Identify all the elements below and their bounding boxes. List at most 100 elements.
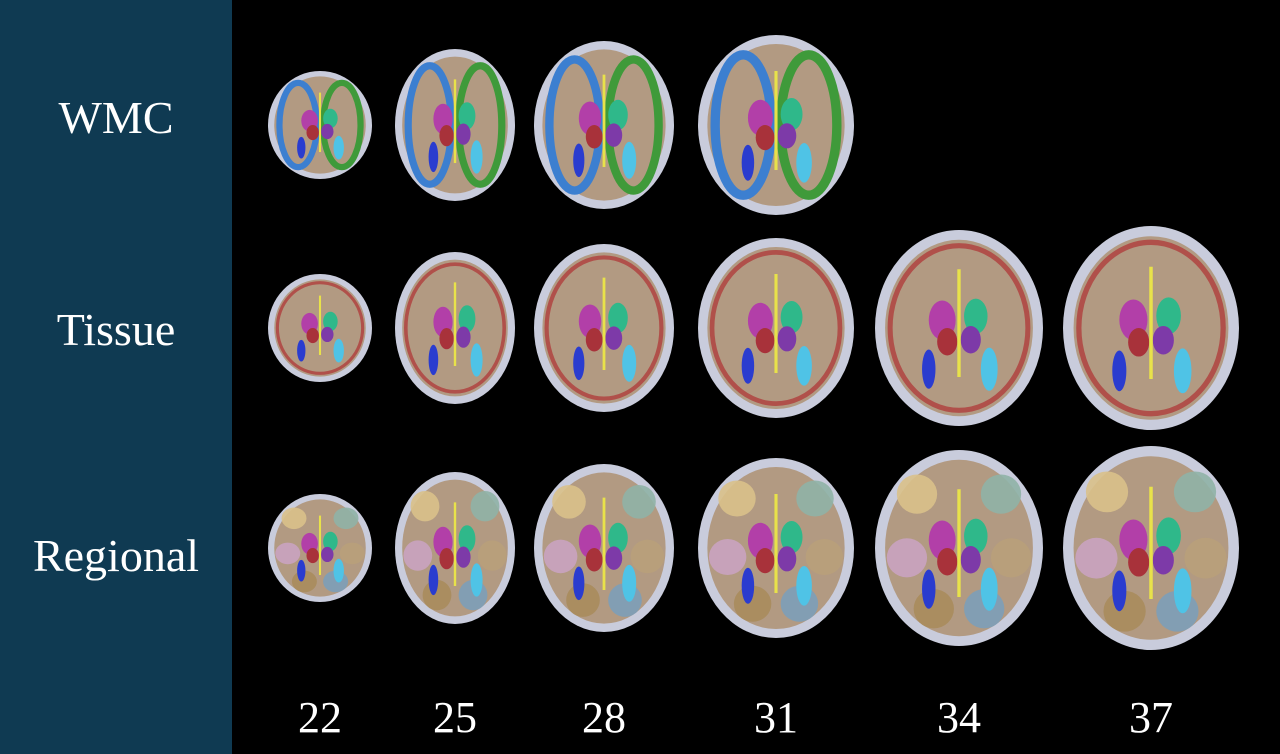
brain-slice-wmc-25: [395, 49, 515, 201]
ventricle-left: [922, 349, 936, 389]
ventricle-right: [1173, 568, 1192, 614]
brain-slice-wmc-28: [534, 41, 674, 209]
brain-slice-regional-34: [875, 450, 1043, 646]
brain-slice-tissue-37: [1063, 226, 1239, 430]
basal-ganglia-right: [323, 531, 338, 552]
ventricle-left: [1112, 350, 1127, 392]
brain-slice-regional-31: [698, 458, 854, 638]
thalamus-left: [439, 125, 454, 147]
row-label-regional: Regional: [32, 530, 200, 581]
thalamus-right: [1152, 325, 1174, 355]
region-patch: [980, 474, 1022, 514]
ventricle-right: [470, 563, 483, 597]
region-patch: [805, 539, 844, 575]
region-patch: [281, 507, 307, 530]
thalamus-right: [605, 326, 623, 350]
region-patch: [403, 540, 433, 571]
brain-slice-tissue-25: [395, 252, 515, 404]
brain-slice-wmc-31: [698, 35, 854, 215]
region-patch: [718, 480, 756, 517]
cortex-outline: [709, 250, 843, 406]
white-matter-right: [775, 50, 842, 200]
region-patch: [1075, 537, 1118, 579]
ventricle-left: [573, 566, 585, 601]
brain-slice-regional-22: [268, 494, 372, 602]
ventricle-left: [297, 339, 306, 362]
thalamus-right: [777, 123, 797, 149]
basal-ganglia-right: [458, 525, 476, 553]
age-label-37: 37: [1129, 693, 1173, 742]
brain-slice-regional-37: [1063, 446, 1239, 650]
basal-ganglia-right: [780, 521, 803, 554]
basal-ganglia-right: [608, 99, 628, 131]
white-matter-right: [319, 79, 364, 171]
thalamus-left: [585, 124, 603, 149]
white-matter-right: [455, 62, 506, 188]
age-label-34: 34: [937, 693, 981, 742]
thalamus-left: [306, 328, 319, 344]
basal-ganglia-right: [1156, 297, 1181, 335]
ventricle-right: [796, 346, 812, 386]
ventricle-left: [573, 346, 585, 381]
brain-slice-wmc-22: [268, 71, 372, 179]
brain-slice-tissue-22: [268, 274, 372, 382]
ventricle-right: [622, 344, 637, 382]
region-patch: [1173, 471, 1217, 513]
ventricle-right: [1173, 348, 1192, 394]
region-patch: [630, 539, 665, 574]
thalamus-right: [321, 546, 334, 563]
age-label-25: 25: [433, 693, 477, 742]
basal-ganglia-right: [608, 522, 628, 554]
brain-slice-tissue-34: [875, 230, 1043, 426]
thalamus-left: [439, 548, 454, 570]
thalamus-left: [937, 328, 958, 356]
ventricle-right: [333, 338, 344, 363]
region-patch: [708, 539, 747, 575]
ventricle-right: [622, 564, 637, 602]
cortex-outline: [1076, 239, 1226, 417]
thalamus-left: [937, 548, 958, 576]
region-patch: [896, 474, 938, 514]
basal-ganglia-right: [458, 305, 476, 333]
basal-ganglia-right: [323, 311, 338, 332]
brain-slice-regional-25: [395, 472, 515, 624]
thalamus-right: [605, 546, 623, 570]
ventricle-right: [333, 558, 344, 583]
basal-ganglia-right: [964, 518, 988, 554]
thalamus-right: [1152, 545, 1174, 575]
ventricle-left: [428, 344, 439, 376]
ventricle-left: [1112, 570, 1127, 612]
thalamus-left: [1128, 328, 1150, 357]
ventricle-right: [980, 347, 998, 391]
cortex-outline: [275, 281, 365, 375]
brain-slice-tissue-31: [698, 238, 854, 418]
ventricle-left: [297, 136, 306, 159]
basal-ganglia-right: [608, 302, 628, 334]
thalamus-left: [439, 328, 454, 350]
thalamus-left: [755, 125, 775, 151]
thalamus-left: [585, 328, 603, 352]
ventricle-right: [622, 141, 637, 179]
thalamus-left: [755, 548, 775, 574]
basal-ganglia-right: [780, 98, 803, 131]
thalamus-left: [306, 548, 319, 564]
thalamus-right: [960, 326, 981, 354]
age-label-22: 22: [298, 693, 342, 742]
ventricle-left: [297, 559, 306, 582]
ventricle-right: [796, 566, 812, 606]
region-patch: [990, 538, 1032, 578]
ventricle-left: [741, 347, 755, 384]
thalamus-left: [585, 548, 603, 572]
ventricle-left: [922, 569, 936, 609]
thalamus-left: [306, 125, 319, 141]
ventricle-right: [796, 143, 812, 183]
thalamus-right: [456, 326, 471, 348]
basal-ganglia-right: [323, 108, 338, 129]
region-patch: [333, 507, 359, 530]
brain-grid: [268, 35, 1239, 650]
ventricle-left: [741, 144, 755, 181]
thalamus-right: [777, 546, 797, 572]
region-patch: [552, 485, 586, 519]
region-patch: [622, 485, 656, 519]
ventricle-right: [470, 140, 483, 174]
